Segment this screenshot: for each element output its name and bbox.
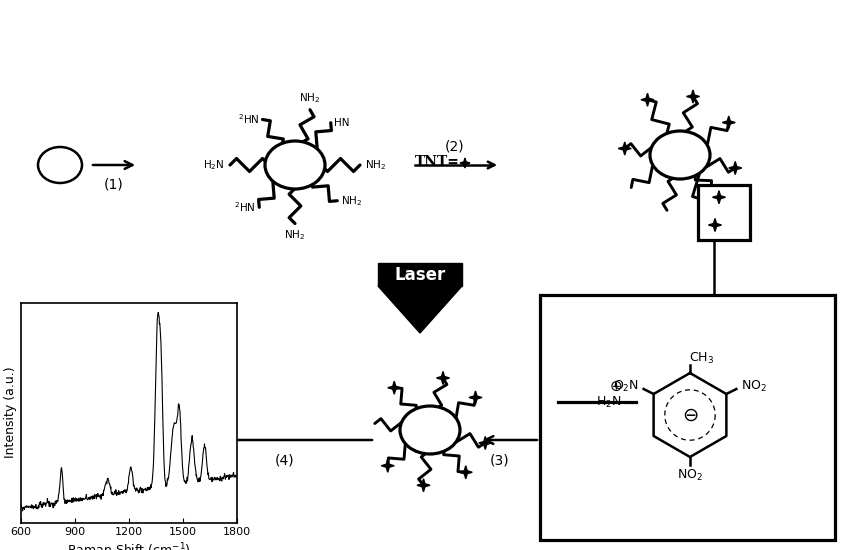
Polygon shape xyxy=(708,218,722,232)
Text: $^2$HN: $^2$HN xyxy=(233,200,255,214)
Bar xyxy=(378,263,462,286)
Text: HN: HN xyxy=(334,118,349,128)
Polygon shape xyxy=(469,391,482,404)
Bar xyxy=(540,295,835,540)
Ellipse shape xyxy=(400,406,460,454)
Text: $\oplus$: $\oplus$ xyxy=(609,379,623,394)
Polygon shape xyxy=(686,90,700,103)
Text: O$_2$N: O$_2$N xyxy=(613,378,639,394)
Polygon shape xyxy=(437,371,449,384)
Polygon shape xyxy=(459,466,472,478)
Text: (4): (4) xyxy=(275,453,294,467)
Polygon shape xyxy=(479,437,492,449)
Text: $^2$HN: $^2$HN xyxy=(238,113,260,127)
Polygon shape xyxy=(378,286,462,333)
Polygon shape xyxy=(387,381,401,394)
Polygon shape xyxy=(460,158,470,168)
Polygon shape xyxy=(728,162,742,174)
Text: H$_2$N: H$_2$N xyxy=(596,395,622,410)
Bar xyxy=(698,185,750,240)
Text: H$_2$N: H$_2$N xyxy=(203,158,225,172)
Text: (3): (3) xyxy=(490,453,510,467)
Text: NH$_2$: NH$_2$ xyxy=(365,158,386,172)
Text: (2): (2) xyxy=(445,139,464,153)
Ellipse shape xyxy=(650,131,710,179)
Text: NO$_2$: NO$_2$ xyxy=(741,378,767,394)
Text: NO$_2$: NO$_2$ xyxy=(677,468,703,482)
Polygon shape xyxy=(641,94,654,106)
Text: CH$_3$: CH$_3$ xyxy=(689,350,715,366)
Polygon shape xyxy=(722,116,735,129)
Polygon shape xyxy=(417,478,430,492)
Ellipse shape xyxy=(265,141,325,189)
Ellipse shape xyxy=(38,147,82,183)
X-axis label: Raman Shift (cm$^{-1}$): Raman Shift (cm$^{-1}$) xyxy=(67,542,191,550)
Text: $\ominus$: $\ominus$ xyxy=(682,405,698,425)
Polygon shape xyxy=(712,191,726,204)
Text: TNT=: TNT= xyxy=(415,155,460,169)
Text: NH$_2$: NH$_2$ xyxy=(299,91,321,104)
Text: NH$_2$: NH$_2$ xyxy=(284,228,305,243)
Y-axis label: Intensity (a.u.): Intensity (a.u.) xyxy=(4,367,17,458)
Text: NH$_2$: NH$_2$ xyxy=(341,194,362,208)
Text: Laser: Laser xyxy=(394,266,446,284)
Polygon shape xyxy=(618,142,631,155)
Polygon shape xyxy=(382,459,394,472)
Text: (1): (1) xyxy=(104,178,124,192)
